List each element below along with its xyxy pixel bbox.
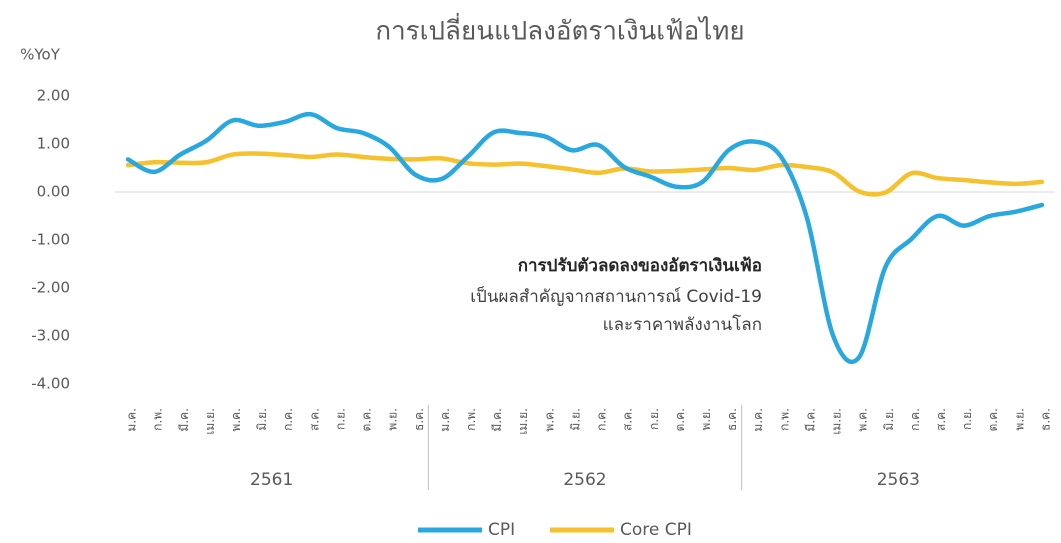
chart-title: การเปลี่ยนแปลงอัตราเงินเฟ้อไทย bbox=[375, 13, 744, 47]
x-tick-label: มิ.ย. bbox=[568, 408, 582, 431]
x-tick-label: พ.ค. bbox=[542, 408, 556, 432]
x-tick-label: ก.ย. bbox=[960, 408, 974, 430]
legend-label: Core CPI bbox=[620, 520, 692, 540]
x-tick-label: พ.ย. bbox=[699, 408, 713, 431]
x-tick-label: ก.ย. bbox=[647, 408, 661, 430]
y-tick-label: 1.00 bbox=[37, 135, 70, 153]
x-tick-label: ก.ค. bbox=[281, 408, 295, 431]
x-tick-label: ธ.ค. bbox=[412, 408, 426, 431]
year-label: 2561 bbox=[250, 470, 293, 490]
x-tick-label: ส.ค. bbox=[934, 408, 948, 431]
x-tick-label: ต.ค. bbox=[673, 408, 687, 431]
legend-label: CPI bbox=[488, 520, 515, 540]
annotation: เป็นผลสำคัญจากสถานการณ์ Covid-19 bbox=[470, 285, 762, 307]
x-tick-label: ธ.ค. bbox=[1038, 408, 1052, 431]
series-line bbox=[125, 111, 1045, 365]
x-tick-label: ม.ค. bbox=[438, 408, 452, 432]
x-tick-label: เม.ย. bbox=[830, 408, 844, 435]
x-tick-label: ก.ค. bbox=[595, 408, 609, 431]
y-tick-label: -4.00 bbox=[31, 375, 70, 393]
x-tick-label: เม.ย. bbox=[203, 408, 217, 435]
year-label: 2563 bbox=[877, 470, 920, 490]
x-tick-label: ต.ค. bbox=[360, 408, 374, 431]
x-tick-label: ก.พ. bbox=[151, 408, 165, 431]
annotation: การปรับตัวลดลงของอัตราเงินเฟ้อ bbox=[518, 256, 762, 276]
y-tick-label: -2.00 bbox=[31, 279, 70, 297]
x-tick-label: พ.ค. bbox=[229, 408, 243, 432]
x-tick-label: มิ.ย. bbox=[255, 408, 269, 431]
year-label: 2562 bbox=[563, 470, 606, 490]
x-tick-label: ม.ค. bbox=[125, 408, 139, 432]
x-tick-label: ส.ค. bbox=[307, 408, 321, 431]
x-tick-label: มิ.ย. bbox=[882, 408, 896, 431]
x-tick-label: ก.พ. bbox=[464, 408, 478, 431]
x-tick-label: ม.ค. bbox=[751, 408, 765, 432]
y-tick-label: -3.00 bbox=[31, 327, 70, 345]
x-tick-label: พ.ย. bbox=[386, 408, 400, 431]
x-tick-label: เม.ย. bbox=[516, 408, 530, 435]
y-tick-label: -1.00 bbox=[31, 231, 70, 249]
x-tick-label: พ.ค. bbox=[856, 408, 870, 432]
annotation: และราคาพลังงานโลก bbox=[603, 314, 762, 335]
y-tick-label: 2.00 bbox=[37, 87, 70, 105]
x-tick-label: พ.ย. bbox=[1012, 408, 1026, 431]
x-tick-label: ก.พ. bbox=[777, 408, 791, 431]
x-tick-label: มี.ค. bbox=[177, 408, 191, 432]
x-tick-label: ต.ค. bbox=[986, 408, 1000, 431]
x-tick-label: มี.ค. bbox=[490, 408, 504, 432]
x-tick-label: ส.ค. bbox=[621, 408, 635, 431]
y-tick-label: 0.00 bbox=[37, 183, 70, 201]
x-tick-label: ก.ย. bbox=[333, 408, 347, 430]
series-line bbox=[125, 151, 1045, 197]
x-tick-label: มี.ค. bbox=[803, 408, 817, 432]
x-tick-label: ก.ค. bbox=[908, 408, 922, 431]
x-tick-label: ธ.ค. bbox=[725, 408, 739, 431]
y-axis-label: %YoY bbox=[20, 46, 61, 64]
